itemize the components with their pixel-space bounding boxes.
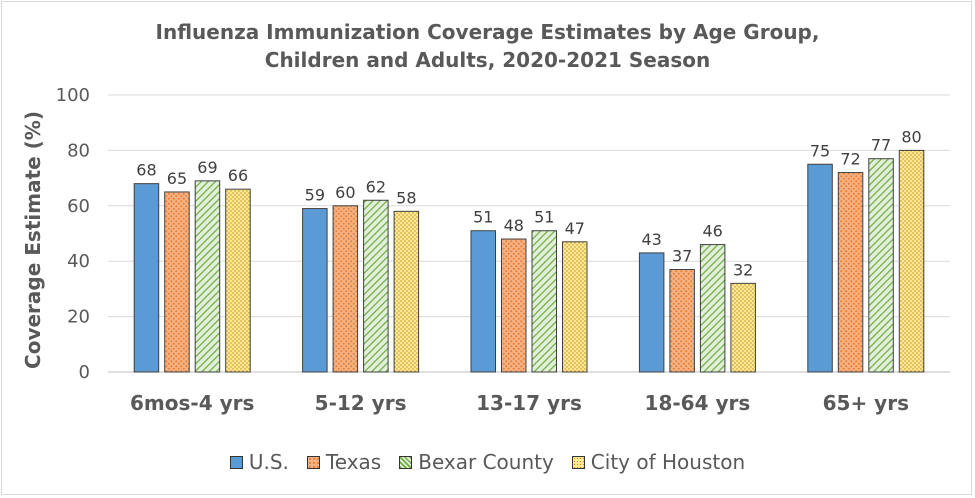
data-label: 65: [167, 169, 187, 188]
x-category-label: 13-17 yrs: [476, 391, 582, 415]
data-label: 48: [504, 216, 524, 235]
bar-city-of-houston: [562, 241, 588, 373]
bar-city-of-houston: [225, 188, 251, 373]
data-label: 58: [396, 188, 416, 207]
x-category-label: 6mos-4 yrs: [130, 391, 254, 415]
category-labels: 6mos-4 yrs 5-12 yrs 13-17 yrs 18-64 yrs 65+ …: [130, 391, 909, 415]
bar-u-s-: [470, 230, 496, 373]
legend-item: Texas: [306, 450, 382, 474]
bar-bexar-county: [531, 230, 557, 373]
y-axis-label: Coverage Estimate (%): [21, 111, 45, 369]
y-tick-label: 0: [79, 362, 90, 383]
bar-bexar-county: [699, 244, 726, 373]
legend-label: Bexar County: [418, 450, 554, 474]
bar-texas: [669, 269, 695, 373]
data-label: 46: [702, 222, 722, 241]
bar-bexar-county: [363, 199, 389, 373]
bar-city-of-houston: [393, 210, 420, 373]
data-label: 37: [672, 247, 692, 266]
legend-swatch: [306, 455, 320, 469]
x-category-label: 5-12 yrs: [315, 391, 407, 415]
bar-u-s-: [133, 183, 160, 373]
x-category-label: 18-64 yrs: [645, 391, 751, 415]
legend-item: City of Houston: [571, 450, 746, 474]
data-label: 77: [871, 136, 891, 155]
data-label: 68: [136, 161, 156, 180]
bar-u-s-: [807, 163, 833, 373]
data-label: 43: [641, 230, 661, 249]
data-label: 51: [534, 208, 554, 227]
legend-swatch: [229, 455, 243, 469]
legend-swatch: [399, 455, 413, 469]
y-axis-ticks: 0 20 40 60 80 100: [56, 85, 90, 383]
bar-texas: [501, 238, 527, 373]
bar-city-of-houston: [730, 282, 756, 373]
chart-title-line1: Influenza Immunization Coverage Estimate…: [155, 20, 820, 44]
chart-title: Influenza Immunization Coverage Estimate…: [0, 18, 975, 74]
data-label: 47: [565, 219, 585, 238]
data-labels: 68 65 69 66 59 60 62 58 51 48 51 47 43 37 46 32 75 72 77 80: [136, 127, 921, 279]
x-category-label: 65+ yrs: [823, 391, 909, 415]
data-label: 66: [228, 166, 248, 185]
data-label: 80: [901, 127, 921, 146]
y-tick-label: 40: [67, 251, 90, 272]
legend-item: Bexar County: [399, 450, 554, 474]
y-tick-label: 60: [67, 196, 90, 217]
data-label: 59: [305, 186, 325, 205]
y-tick-label: 20: [67, 307, 90, 328]
y-tick-label: 100: [56, 85, 90, 106]
bar-texas: [837, 172, 864, 373]
data-label: 32: [733, 260, 753, 279]
bar-bexar-county: [868, 158, 894, 373]
bar-u-s-: [302, 208, 328, 373]
legend-item: U.S.: [229, 450, 289, 474]
chart-title-line2: Children and Adults, 2020-2021 Season: [264, 48, 711, 72]
bar-bexar-county: [194, 180, 221, 373]
legend-label: U.S.: [248, 450, 289, 474]
data-label: 72: [840, 150, 860, 169]
data-label: 69: [197, 158, 217, 177]
data-label: 60: [335, 183, 355, 202]
data-label: 62: [366, 177, 386, 196]
bar-texas: [164, 191, 190, 373]
legend-label: Texas: [325, 450, 382, 474]
bar-chart: 0 20 40 60 80 100 68 65 69 66 59 60 62 58 51 48 51 47 43 3…: [21, 85, 950, 415]
data-label: 75: [810, 141, 830, 160]
legend-swatch: [571, 455, 585, 469]
data-label: 51: [473, 208, 493, 227]
y-tick-label: 80: [67, 140, 90, 161]
legend-label: City of Houston: [590, 450, 746, 474]
bars: [133, 149, 925, 373]
legend: U.S. Texas Bexar County City of Houston: [0, 450, 975, 474]
bar-u-s-: [638, 252, 665, 373]
bar-city-of-houston: [898, 149, 925, 373]
bar-texas: [332, 205, 359, 373]
